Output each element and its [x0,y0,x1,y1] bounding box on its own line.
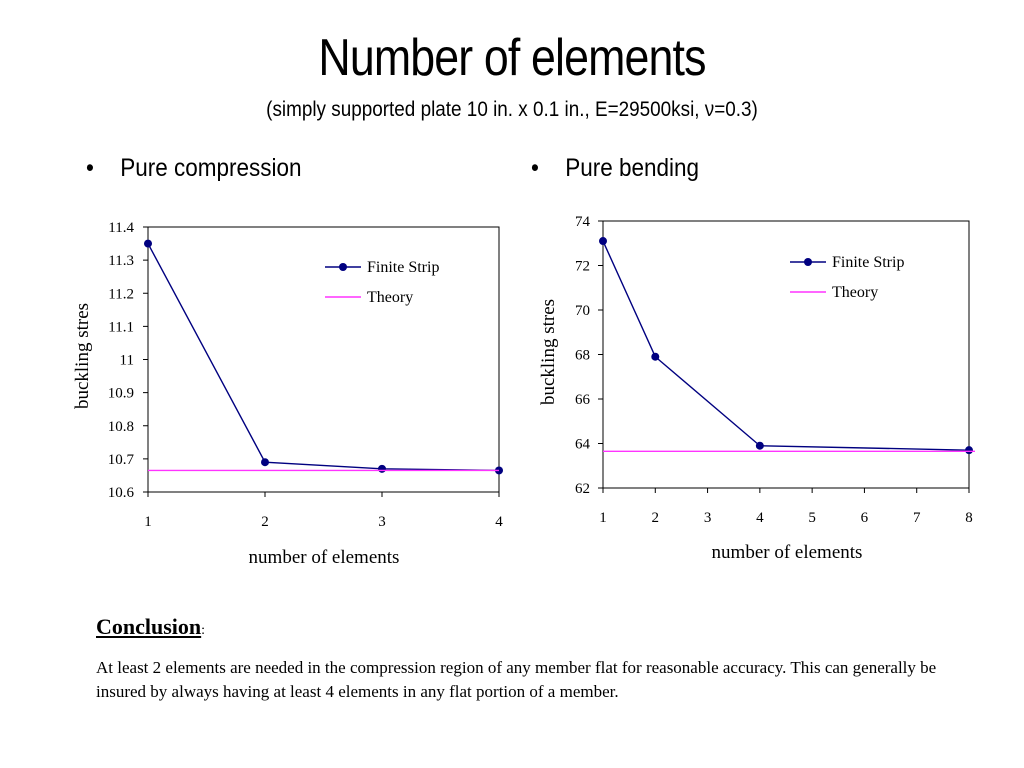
finite-strip-point [599,237,607,246]
y-tick-label: 10.7 [108,452,135,468]
y-tick-label: 11 [120,353,134,369]
y-tick-label: 68 [575,348,590,364]
bullet-marker: • [86,154,94,182]
conclusion-text: At least 2 elements are needed in the co… [96,658,937,701]
legend-finite-strip-label: Finite Strip [832,254,904,271]
y-tick-label: 11.3 [108,253,134,269]
x-tick-label: 1 [599,510,607,526]
y-tick-label: 70 [575,303,590,319]
x-tick-label: 2 [652,510,660,526]
x-tick-label: 5 [808,510,816,526]
x-tick-label: 1 [144,514,152,530]
x-axis-label: number of elements [712,542,863,563]
y-tick-label: 11.1 [108,319,134,335]
conclusion-colon: : [201,623,206,638]
page-title: Number of elements [318,29,706,87]
finite-strip-line [602,240,970,451]
x-tick-label: 6 [861,510,869,526]
x-tick-label: 4 [495,514,503,530]
finite-strip-point [144,239,152,248]
x-tick-label: 8 [965,510,973,526]
y-tick-label: 10.9 [108,386,134,402]
x-tick-label: 4 [756,510,764,526]
legend-finite-strip-marker [339,263,347,271]
finite-strip-point [261,458,269,467]
x-axis-label: number of elements [249,547,400,568]
y-axis-label: buckling stres [72,303,93,409]
finite-strip-line [147,243,500,472]
bullet-label: Pure compression [120,154,302,182]
conclusion-heading-text: Conclusion [96,614,202,639]
conclusion-heading: Conclusion: [96,614,205,640]
y-axis-label: buckling stres [538,299,559,405]
x-tick-label: 3 [378,514,386,530]
y-tick-label: 66 [575,392,591,408]
page-subtitle: (simply supported plate 10 in. x 0.1 in.… [266,98,758,121]
y-tick-label: 10.6 [108,485,135,501]
legend-theory-label: Theory [367,289,413,306]
x-tick-label: 2 [261,514,269,530]
y-tick-label: 74 [575,214,591,230]
finite-strip-point [755,441,764,450]
finite-strip-point [651,352,660,361]
x-tick-label: 3 [704,510,712,526]
bullet-label: Pure bending [565,154,700,182]
finite-strip-point [965,446,973,455]
y-tick-label: 10.8 [108,419,134,435]
bullet-pure-compression: • Pure compression [86,154,302,183]
legend-theory-label: Theory [832,284,878,301]
y-tick-label: 64 [575,437,591,453]
bullet-pure-bending: • Pure bending [531,154,699,183]
legend-finite-strip-marker [804,258,812,266]
legend-finite-strip-label: Finite Strip [367,259,439,276]
y-tick-label: 72 [575,259,590,275]
y-tick-label: 62 [575,481,590,497]
x-tick-label: 7 [913,510,921,526]
y-tick-label: 11.4 [108,220,134,236]
y-tick-label: 11.2 [108,286,134,302]
bullet-marker: • [531,154,539,182]
